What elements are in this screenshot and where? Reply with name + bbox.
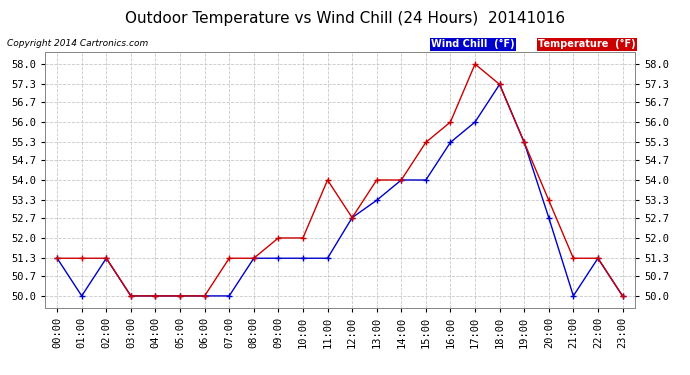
Text: Wind Chill  (°F): Wind Chill (°F) <box>431 39 515 50</box>
Text: Temperature  (°F): Temperature (°F) <box>538 39 635 50</box>
Text: Outdoor Temperature vs Wind Chill (24 Hours)  20141016: Outdoor Temperature vs Wind Chill (24 Ho… <box>125 11 565 26</box>
Text: Copyright 2014 Cartronics.com: Copyright 2014 Cartronics.com <box>7 39 148 48</box>
